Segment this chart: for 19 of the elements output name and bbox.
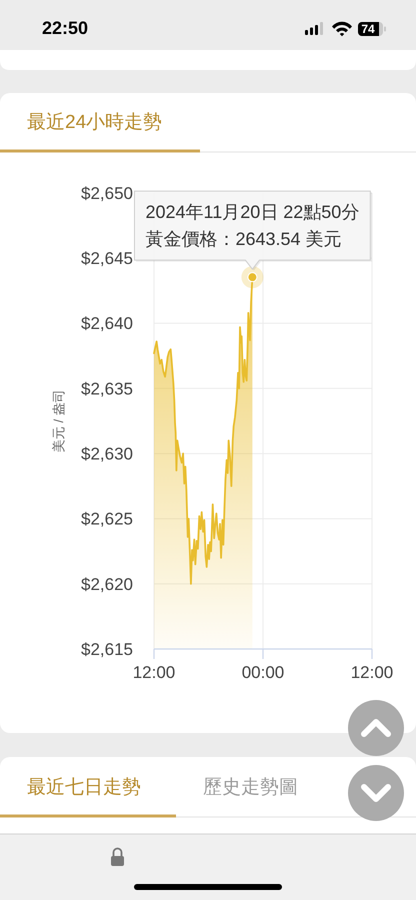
annotation: 黃金價格：2643.54 美元 xyxy=(146,229,342,250)
y-tick-label: $2,620 xyxy=(81,574,133,594)
y-tick-label: $2,630 xyxy=(81,444,133,464)
text: 最近七日走勢 xyxy=(27,777,141,798)
x-tick-label: 12:00 xyxy=(350,663,394,682)
y-tick-label: $2,650 xyxy=(81,184,133,203)
text: 歷史走勢圖 xyxy=(203,777,298,798)
y-tick-label: $2,625 xyxy=(81,510,133,529)
y-tick-label: $2,640 xyxy=(81,314,133,334)
x-tick-label: 00:00 xyxy=(242,663,284,682)
y-axis-title: 美元 / 盎司 xyxy=(51,390,66,452)
y-tick-label: $2,645 xyxy=(81,249,133,268)
text: 22:50 xyxy=(42,18,88,38)
annotation: 2024年11月20日 22點50分 xyxy=(146,202,360,222)
y-tick-label: $2,615 xyxy=(81,640,133,659)
x-tick-label: 12:00 xyxy=(132,663,176,682)
y-tick-label: $2,635 xyxy=(81,379,133,398)
chart-title: 最近24小時走勢 xyxy=(27,112,162,133)
text: 74 xyxy=(361,22,375,36)
